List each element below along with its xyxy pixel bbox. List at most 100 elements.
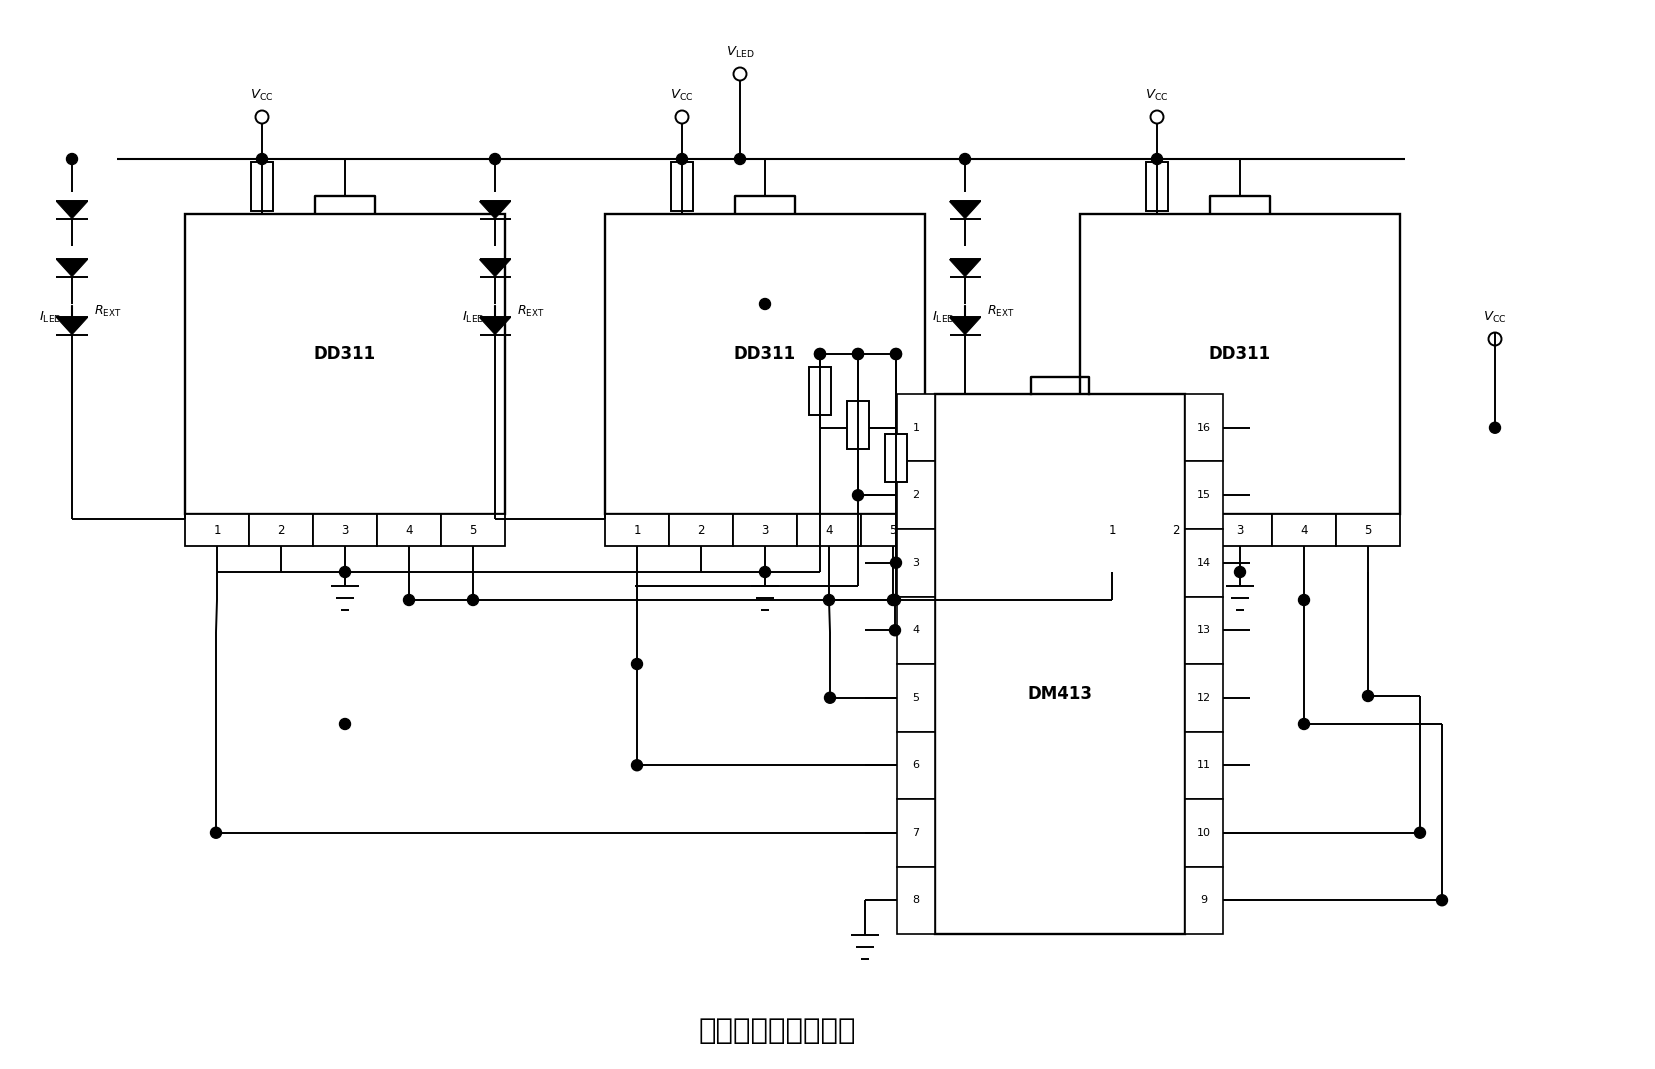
Text: DD311: DD311 [314,345,376,363]
Text: $V_{\rm CC}$: $V_{\rm CC}$ [1483,310,1506,325]
Bar [606,214,925,514]
Text: $R_{\rm EXT}$: $R_{\rm EXT}$ [986,304,1015,319]
Polygon shape [56,260,88,277]
Text: 1: 1 [634,524,640,537]
Text: 7: 7 [912,827,920,838]
Circle shape [1490,422,1501,433]
Circle shape [1152,154,1162,165]
Circle shape [960,154,970,165]
Circle shape [1362,691,1374,701]
Polygon shape [480,260,510,277]
Text: 14: 14 [1197,558,1211,568]
Bar [1185,529,1223,597]
Text: $V_{\rm CC}$: $V_{\rm CC}$ [670,88,693,103]
Text: $V_{\rm LED}$: $V_{\rm LED}$ [725,45,755,60]
Circle shape [1299,718,1309,729]
Bar [1081,214,1400,514]
Bar [440,514,505,546]
Bar [1185,462,1223,529]
Text: 5: 5 [470,524,477,537]
Circle shape [490,154,500,165]
Text: 11: 11 [1197,760,1211,771]
Bar [935,394,1185,934]
Bar [313,514,377,546]
Circle shape [889,594,900,605]
Circle shape [467,594,478,605]
Text: DD311: DD311 [1208,345,1271,363]
Bar [185,514,248,546]
Bar [1336,514,1400,546]
Text: 3: 3 [912,558,920,568]
Polygon shape [56,317,88,335]
Circle shape [1415,827,1425,838]
Bar [733,514,798,546]
Circle shape [890,557,902,569]
Bar [1185,394,1223,462]
Bar [847,401,869,449]
Text: 6: 6 [912,760,920,771]
Text: $V_{\rm CC}$: $V_{\rm CC}$ [1145,88,1168,103]
Polygon shape [950,260,980,277]
Text: $R_{\rm EXT}$: $R_{\rm EXT}$ [516,304,544,319]
Circle shape [677,154,687,165]
Circle shape [814,348,826,359]
Bar [1208,514,1273,546]
Text: 1: 1 [213,524,220,537]
Bar [1185,799,1223,867]
Text: 3: 3 [761,524,768,537]
Text: 2: 2 [912,491,920,500]
Circle shape [824,693,836,703]
Text: 9: 9 [1200,895,1208,905]
Circle shape [1235,567,1246,577]
Text: 3: 3 [1236,524,1243,537]
Circle shape [760,298,771,310]
Text: 16: 16 [1197,422,1211,433]
Circle shape [852,348,864,359]
Circle shape [1299,594,1309,605]
Bar [377,514,440,546]
Bar [897,529,935,597]
Text: 1: 1 [912,422,920,433]
Bar [1185,867,1223,934]
Text: $I_{\rm LED}$: $I_{\rm LED}$ [462,309,485,325]
Bar [1185,597,1223,664]
Circle shape [1437,895,1448,905]
Bar [248,514,313,546]
Bar [1273,514,1336,546]
Text: 4: 4 [1301,524,1307,537]
Circle shape [404,594,414,605]
Text: 8: 8 [912,895,920,905]
Text: $V_{\rm CC}$: $V_{\rm CC}$ [250,88,273,103]
Circle shape [824,594,834,605]
Circle shape [339,718,351,729]
Polygon shape [950,317,980,335]
Text: $I_{\rm LED}$: $I_{\rm LED}$ [932,309,955,325]
Text: 2: 2 [1172,524,1180,537]
Text: 13: 13 [1197,625,1211,635]
Text: $R_{\rm EXT}$: $R_{\rm EXT}$ [94,304,121,319]
Text: 4: 4 [826,524,832,537]
Polygon shape [480,201,510,218]
Polygon shape [56,201,88,218]
Bar [185,214,505,514]
Bar [897,462,935,529]
Text: 2: 2 [697,524,705,537]
Text: 5: 5 [912,693,920,702]
Circle shape [889,624,900,636]
Bar [252,162,273,211]
Text: 3: 3 [341,524,349,537]
Text: 4: 4 [405,524,412,537]
Bar [897,799,935,867]
Text: 精确大电流驱动电路: 精确大电流驱动电路 [698,1017,856,1045]
Circle shape [735,154,745,165]
Text: 1: 1 [1109,524,1115,537]
Text: $I_{\rm LED}$: $I_{\rm LED}$ [38,309,61,325]
Circle shape [760,567,771,577]
Text: 5: 5 [1364,524,1372,537]
Bar [1145,162,1168,211]
Bar [798,514,861,546]
Bar [861,514,925,546]
Bar [897,731,935,799]
Text: 2: 2 [278,524,285,537]
Circle shape [257,154,268,165]
